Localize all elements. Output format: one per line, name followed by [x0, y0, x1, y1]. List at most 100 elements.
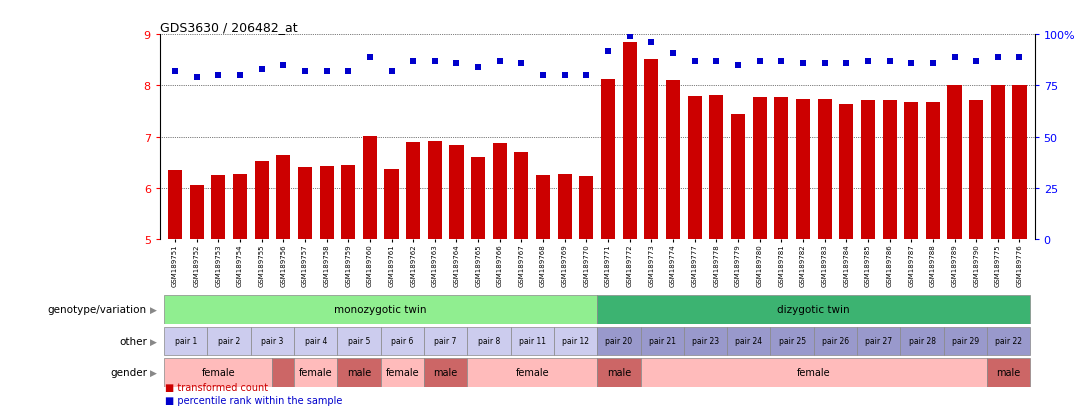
Bar [428, 142, 442, 240]
Point [383, 69, 401, 75]
Bar [233, 174, 247, 240]
Point [772, 58, 789, 65]
Point [339, 69, 356, 75]
Text: male: male [607, 368, 631, 377]
Bar [640, 358, 987, 387]
Point [729, 62, 746, 69]
Bar [901, 327, 944, 356]
Text: pair 22: pair 22 [995, 337, 1022, 346]
Bar [839, 104, 853, 240]
Text: female: female [386, 368, 419, 377]
Bar [623, 43, 637, 240]
Text: monozygotic twin: monozygotic twin [335, 305, 427, 315]
Bar [471, 158, 485, 240]
Point [946, 54, 963, 61]
Bar [468, 358, 597, 387]
Text: gender: gender [110, 368, 147, 377]
Bar [774, 97, 788, 240]
Bar [406, 143, 420, 240]
Bar [276, 155, 291, 240]
Text: male: male [433, 368, 458, 377]
Point [556, 73, 573, 79]
Text: female: female [515, 368, 549, 377]
Bar [363, 136, 377, 240]
Text: male: male [347, 368, 372, 377]
Text: ▶: ▶ [150, 305, 157, 314]
Bar [536, 176, 550, 240]
Point [838, 60, 855, 67]
Text: genotype/variation: genotype/variation [48, 305, 147, 315]
Point [686, 58, 703, 65]
Bar [666, 81, 680, 240]
Text: male: male [997, 368, 1021, 377]
Bar [597, 358, 640, 387]
Bar [731, 115, 745, 240]
Point [318, 69, 335, 75]
Bar [597, 295, 1030, 324]
Point [513, 60, 530, 67]
Point [578, 73, 595, 79]
Bar [468, 327, 511, 356]
Bar [1012, 86, 1026, 240]
Text: pair 20: pair 20 [605, 337, 633, 346]
Text: GDS3630 / 206482_at: GDS3630 / 206482_at [160, 21, 297, 34]
Bar [688, 97, 702, 240]
Text: pair 28: pair 28 [908, 337, 935, 346]
Point [816, 60, 834, 67]
Text: pair 4: pair 4 [305, 337, 327, 346]
Bar [424, 327, 468, 356]
Point [231, 73, 248, 79]
Point [274, 62, 292, 69]
Bar [770, 327, 813, 356]
Text: pair 23: pair 23 [692, 337, 719, 346]
Bar [164, 327, 207, 356]
Bar [944, 327, 987, 356]
Point [860, 58, 877, 65]
Text: ■ transformed count: ■ transformed count [165, 382, 268, 392]
Bar [384, 170, 399, 240]
Point [707, 58, 725, 65]
Point [794, 60, 811, 67]
Point [188, 75, 205, 81]
Point [643, 40, 660, 47]
Bar [969, 100, 983, 240]
Bar [514, 152, 528, 240]
Point [491, 58, 509, 65]
Text: other: other [119, 336, 147, 346]
Bar [990, 86, 1004, 240]
Bar [597, 327, 640, 356]
Bar [251, 327, 294, 356]
Bar [255, 161, 269, 240]
Point [621, 34, 638, 40]
Bar [987, 358, 1030, 387]
Text: pair 3: pair 3 [261, 337, 284, 346]
Bar [164, 358, 272, 387]
Bar [640, 327, 684, 356]
Bar [207, 327, 251, 356]
Bar [190, 185, 204, 240]
Point [903, 60, 920, 67]
Bar [710, 95, 724, 240]
Text: pair 27: pair 27 [865, 337, 892, 346]
Bar [904, 102, 918, 240]
Bar [684, 327, 727, 356]
Text: pair 21: pair 21 [649, 337, 676, 346]
Text: female: female [202, 368, 235, 377]
Text: pair 25: pair 25 [779, 337, 806, 346]
Point [210, 73, 227, 79]
Bar [337, 327, 381, 356]
Point [405, 58, 422, 65]
Text: pair 12: pair 12 [562, 337, 589, 346]
Point [599, 48, 617, 55]
Bar [381, 327, 424, 356]
Bar [579, 176, 593, 240]
Point [924, 60, 942, 67]
Bar [753, 97, 767, 240]
Bar [424, 358, 468, 387]
Bar [858, 327, 901, 356]
Point [989, 54, 1007, 61]
Bar [602, 80, 616, 240]
Bar [796, 100, 810, 240]
Text: pair 7: pair 7 [434, 337, 457, 346]
Text: female: female [299, 368, 333, 377]
